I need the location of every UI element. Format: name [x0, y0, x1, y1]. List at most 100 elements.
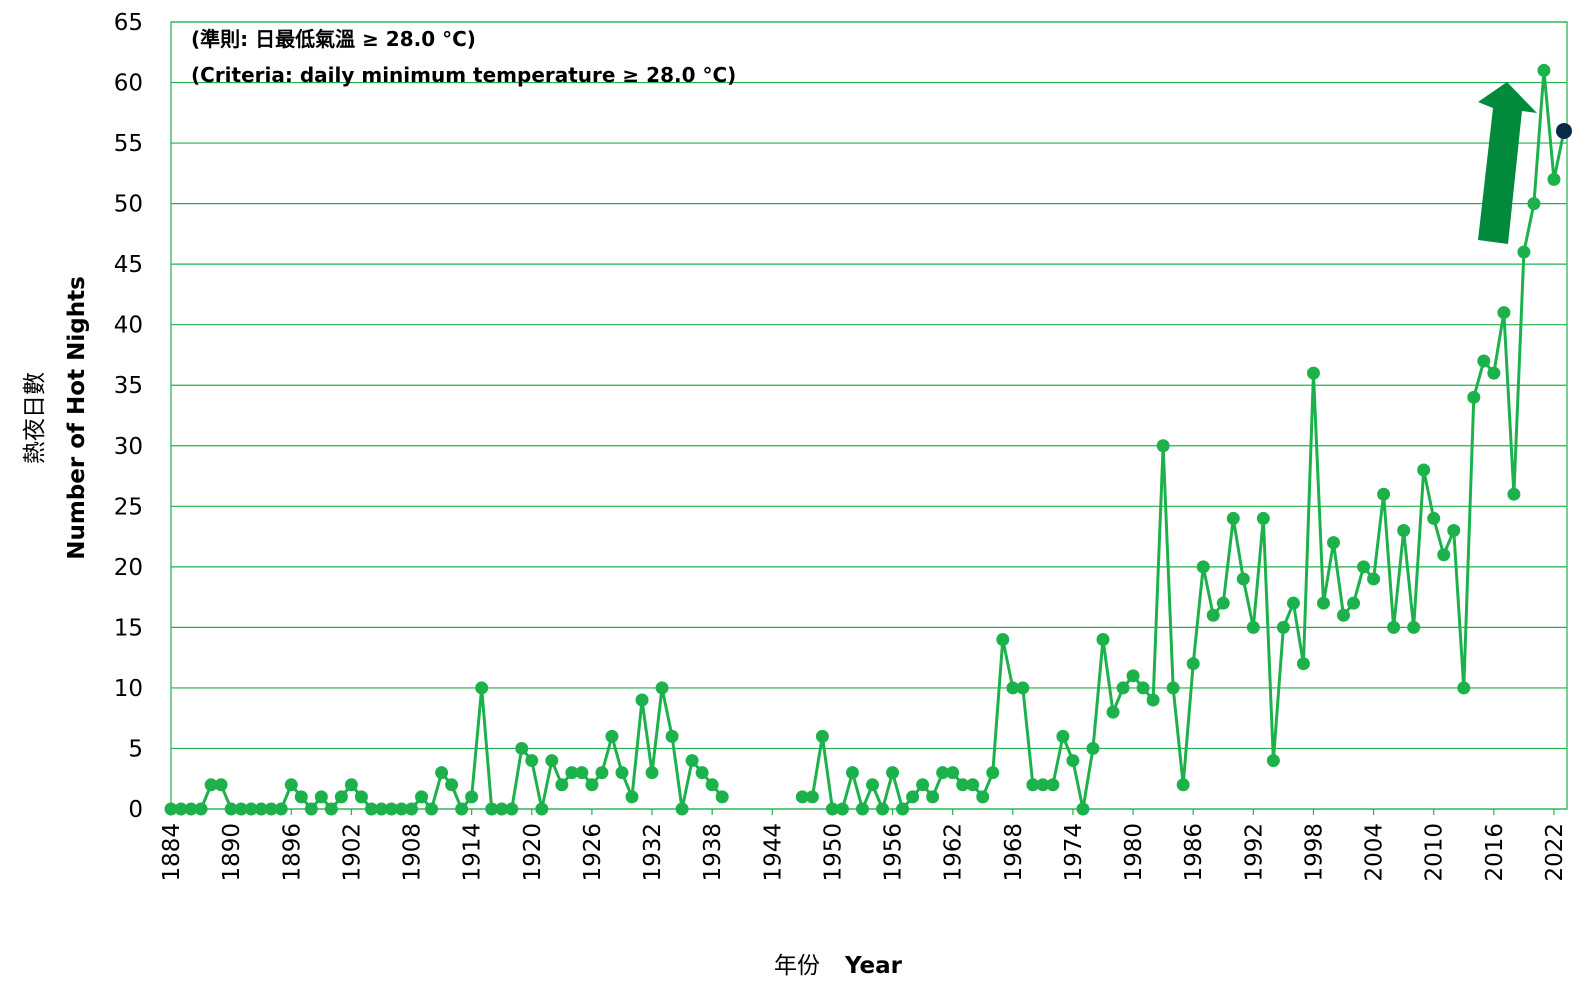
data-point	[605, 729, 619, 743]
data-point	[234, 802, 248, 816]
x-tick-label: 1902	[339, 823, 365, 882]
data-point	[1106, 705, 1120, 719]
x-tick-label: 1926	[580, 823, 606, 882]
y-tick-label: 15	[114, 615, 143, 641]
data-point	[425, 802, 439, 816]
data-point	[986, 766, 1000, 780]
y-tick-label: 35	[114, 373, 143, 399]
data-point	[344, 778, 358, 792]
y-axis-label: Number of Hot Nights	[64, 276, 90, 560]
data-point	[1407, 620, 1421, 634]
x-tick-label: 1908	[400, 823, 426, 882]
data-point	[1126, 669, 1140, 683]
data-point	[595, 766, 609, 780]
data-point	[1517, 245, 1531, 259]
data-point	[1457, 681, 1471, 695]
data-point	[845, 766, 859, 780]
data-point	[1046, 778, 1060, 792]
data-point	[505, 802, 519, 816]
data-point	[304, 802, 318, 816]
data-point	[936, 766, 950, 780]
data-point	[1036, 778, 1050, 792]
annotation: (Criteria: daily minimum temperature ≥ 2…	[191, 63, 736, 87]
data-point	[615, 766, 629, 780]
data-point	[1236, 572, 1250, 586]
data-point	[1347, 596, 1361, 610]
x-tick-label: 1986	[1181, 823, 1207, 882]
data-point	[1497, 306, 1511, 320]
data-point	[1006, 681, 1020, 695]
data-point	[1206, 608, 1220, 622]
data-point	[1286, 596, 1300, 610]
data-point	[224, 802, 238, 816]
trend-arrow	[1478, 82, 1537, 244]
data-point	[1377, 487, 1391, 501]
x-tick-label: 1920	[520, 823, 546, 882]
plot-frame	[170, 21, 1568, 810]
data-point	[815, 729, 829, 743]
data-point	[655, 681, 669, 695]
data-point	[555, 778, 569, 792]
x-tick-label: 1932	[640, 823, 666, 882]
data-point	[214, 778, 228, 792]
data-point	[665, 729, 679, 743]
x-tick-label: 1974	[1061, 823, 1087, 882]
data-point	[455, 802, 469, 816]
data-point	[545, 754, 559, 768]
data-point	[1397, 524, 1411, 538]
data-point	[284, 778, 298, 792]
data-point	[445, 778, 459, 792]
y-tick-label: 50	[114, 192, 143, 218]
data-point	[204, 778, 218, 792]
data-point	[1246, 620, 1260, 634]
x-tick-label: 1998	[1301, 823, 1327, 882]
data-point	[1116, 681, 1130, 695]
data-point	[495, 802, 509, 816]
data-point	[565, 766, 579, 780]
y-tick-label: 45	[114, 252, 143, 278]
data-point	[274, 802, 288, 816]
data-point	[364, 802, 378, 816]
x-tick-label: 1962	[941, 823, 967, 882]
x-tick-label: 1956	[881, 823, 907, 882]
data-point	[966, 778, 980, 792]
data-point	[976, 790, 990, 804]
data-point	[384, 802, 398, 816]
x-tick-label: 1938	[700, 823, 726, 882]
data-point	[685, 754, 699, 768]
x-tick-label: 2004	[1362, 823, 1388, 882]
data-point	[835, 802, 849, 816]
data-point	[1076, 802, 1090, 816]
data-line	[171, 70, 1566, 814]
data-point	[535, 802, 549, 816]
data-point	[1447, 524, 1461, 538]
data-point	[866, 778, 880, 792]
data-point	[1387, 620, 1401, 634]
data-point	[1527, 197, 1541, 211]
x-tick-label: 1992	[1241, 823, 1267, 882]
data-point	[1056, 729, 1070, 743]
data-point	[1196, 560, 1210, 574]
data-point	[525, 754, 539, 768]
data-point	[1166, 681, 1180, 695]
y-axis-label: 熱夜日數	[22, 372, 48, 464]
data-point	[1266, 754, 1280, 768]
data-point	[635, 693, 649, 707]
data-point	[264, 802, 278, 816]
data-point	[435, 766, 449, 780]
y-tick-label: 10	[114, 676, 143, 702]
data-point	[194, 802, 208, 816]
data-point	[1086, 741, 1100, 755]
x-tick-label: 1914	[460, 823, 486, 882]
x-tick-label: 1950	[820, 823, 846, 882]
y-tick-label: 30	[114, 434, 143, 460]
data-point	[164, 802, 178, 816]
data-point	[996, 632, 1010, 646]
data-point	[1367, 572, 1381, 586]
data-point	[695, 766, 709, 780]
data-point	[324, 802, 338, 816]
data-point	[314, 790, 328, 804]
x-tick-label: 1884	[159, 823, 185, 882]
data-point	[1096, 632, 1110, 646]
